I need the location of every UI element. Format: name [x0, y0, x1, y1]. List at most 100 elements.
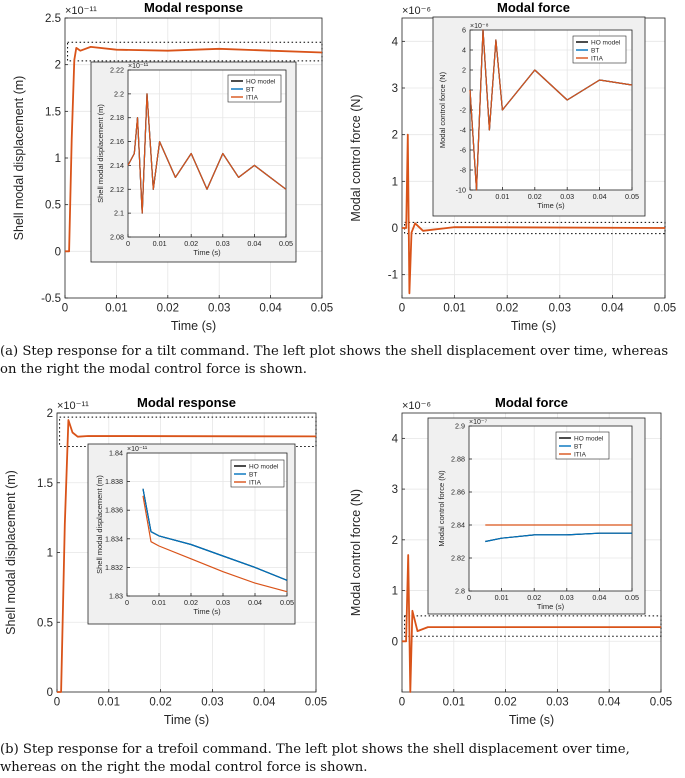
y-tick-label: -8 — [460, 166, 466, 175]
y-tick-label: 2.12 — [110, 185, 124, 194]
y-tick-label: 1.834 — [105, 534, 123, 543]
x-tick-label: 0.04 — [592, 593, 606, 602]
y-tick-label: 2.86 — [451, 488, 465, 497]
y-tick-label: 0 — [47, 687, 53, 699]
y-tick-label: 2.14 — [110, 161, 124, 170]
y-axis-label: Shell modal displacement (m) — [12, 76, 26, 241]
y-exponent: ×10⁻⁶ — [402, 400, 431, 412]
zoom-region — [59, 416, 317, 447]
y-tick-label: 1 — [47, 548, 53, 560]
chart-title: Modal response — [137, 395, 236, 410]
y-tick-label: 1.836 — [105, 506, 123, 515]
y-tick-label: 3 — [392, 484, 398, 496]
x-tick-label: 0.05 — [305, 697, 327, 709]
x-tick-label: 0.02 — [184, 239, 198, 248]
inset-series-line — [127, 93, 287, 214]
x-tick-label: 0 — [399, 697, 405, 709]
zoom-region — [67, 41, 323, 62]
x-axis-label: Time (s) — [171, 319, 216, 333]
legend-label: ITIA — [591, 56, 604, 63]
inset-y-exponent: ×10⁻⁷ — [469, 419, 488, 426]
chart-title: Modal force — [495, 395, 568, 410]
chart-title: Modal force — [497, 0, 570, 15]
x-tick-label: 0.03 — [549, 303, 571, 315]
inset-y-axis-label: Shell modal displacement (m) — [95, 475, 104, 574]
main-axes-box — [401, 412, 662, 693]
y-tick-label: 2 — [392, 535, 398, 547]
inset-axes-3: 0 0.01 0.02 0.03 0.04 0.05 2.8 2.82 2.84 2.86 2.88… — [437, 419, 639, 611]
x-tick-label: 0.05 — [625, 593, 639, 602]
x-tick-label: 0.03 — [216, 598, 230, 607]
x-tick-label: 0.04 — [253, 697, 276, 709]
x-tick-label: 0.05 — [311, 303, 333, 315]
y-tick-label: 1.832 — [105, 563, 123, 572]
y-tick-label: 1.838 — [105, 477, 123, 486]
y-tick-label: 1 — [55, 153, 61, 165]
inset-y-exponent: ×10⁻¹¹ — [127, 446, 148, 453]
x-tick-label: 0.05 — [625, 192, 639, 201]
inset-axes-2: 0 0.01 0.02 0.03 0.04 0.05 1.83 1.832 1.834 1.836… — [95, 446, 294, 616]
x-tick-label: 0.05 — [654, 303, 676, 315]
legend-label: HO model — [574, 436, 604, 443]
x-tick-label: 0.01 — [152, 598, 166, 607]
zoom-region — [404, 615, 662, 637]
x-tick-label: 0.03 — [208, 303, 230, 315]
x-tick-label: 0.02 — [527, 593, 541, 602]
x-axis-label: Time (s) — [164, 713, 209, 727]
y-tick-label: 1.5 — [37, 478, 53, 490]
y-tick-label: 0 — [392, 636, 398, 648]
x-tick-label: 0 — [126, 239, 130, 248]
y-tick-label: 2.88 — [451, 455, 465, 464]
x-tick-label: 0 — [54, 697, 60, 709]
x-tick-label: 0 — [62, 303, 68, 315]
legend-label: BT — [574, 444, 582, 451]
x-tick-label: 0.01 — [495, 593, 509, 602]
series-line — [57, 419, 317, 693]
y-tick-label: 1 — [392, 586, 398, 598]
x-tick-label: 0.01 — [443, 697, 465, 709]
x-tick-label: 0.01 — [443, 303, 465, 315]
x-tick-label: 0 — [125, 598, 129, 607]
inset-x-axis-label: Time (s) — [193, 607, 221, 616]
x-tick-label: 0.04 — [601, 303, 624, 315]
x-axis-label: Time (s) — [511, 319, 556, 333]
y-tick-label: 2.8 — [455, 587, 465, 596]
x-tick-label: 0.04 — [248, 598, 262, 607]
legend-label: HO model — [591, 40, 621, 47]
caption-a: (a) Step response for a tilt command. Th… — [0, 344, 669, 377]
inset-axes-box — [127, 69, 287, 238]
x-tick-label: 0.02 — [496, 303, 518, 315]
y-tick-label: -6 — [460, 146, 466, 155]
y-tick-label: 6 — [462, 26, 466, 35]
y-tick-label: 0 — [55, 246, 61, 258]
y-axis-label: Shell modal displacement (m) — [4, 470, 18, 635]
inset-y-axis-label: Modal control force (N) — [437, 470, 446, 547]
y-tick-label: 2.2 — [114, 89, 124, 98]
inset-series-line — [485, 532, 632, 543]
x-tick-label: 0.05 — [280, 598, 294, 607]
x-tick-label: 0.04 — [259, 303, 282, 315]
y-tick-label: -0.5 — [41, 293, 61, 305]
legend-label: ITIA — [249, 480, 262, 487]
inset-axes-1: 0 0.01 0.02 0.03 0.04 0.05 -10 -8 -6 -4 -2 0 2 4 6 ×10⁻… — [438, 23, 639, 210]
y-tick-label: 4 — [462, 46, 466, 55]
x-tick-label: 0.02 — [157, 303, 179, 315]
y-tick-label: 1.83 — [109, 592, 123, 601]
y-tick-label: 4 — [392, 433, 399, 445]
y-tick-label: 2.84 — [451, 521, 465, 530]
y-tick-label: 0.5 — [37, 617, 53, 629]
series-line — [402, 133, 666, 295]
x-tick-label: 0.04 — [598, 697, 621, 709]
y-exponent: ×10⁻⁶ — [402, 5, 431, 17]
x-tick-label: 0.04 — [593, 192, 607, 201]
inset-series-line — [469, 29, 633, 191]
y-tick-label: 2.16 — [110, 137, 124, 146]
inset-x-axis-label: Time (s) — [537, 602, 565, 611]
y-tick-label: 2 — [55, 60, 61, 72]
y-tick-label: 4 — [392, 36, 399, 48]
y-tick-label: 3 — [392, 83, 398, 95]
y-axis-label: Modal control force (N) — [349, 94, 363, 221]
chart-title: Modal response — [144, 0, 243, 15]
x-tick-label: 0.01 — [105, 303, 127, 315]
y-tick-label: 2.22 — [110, 66, 124, 75]
